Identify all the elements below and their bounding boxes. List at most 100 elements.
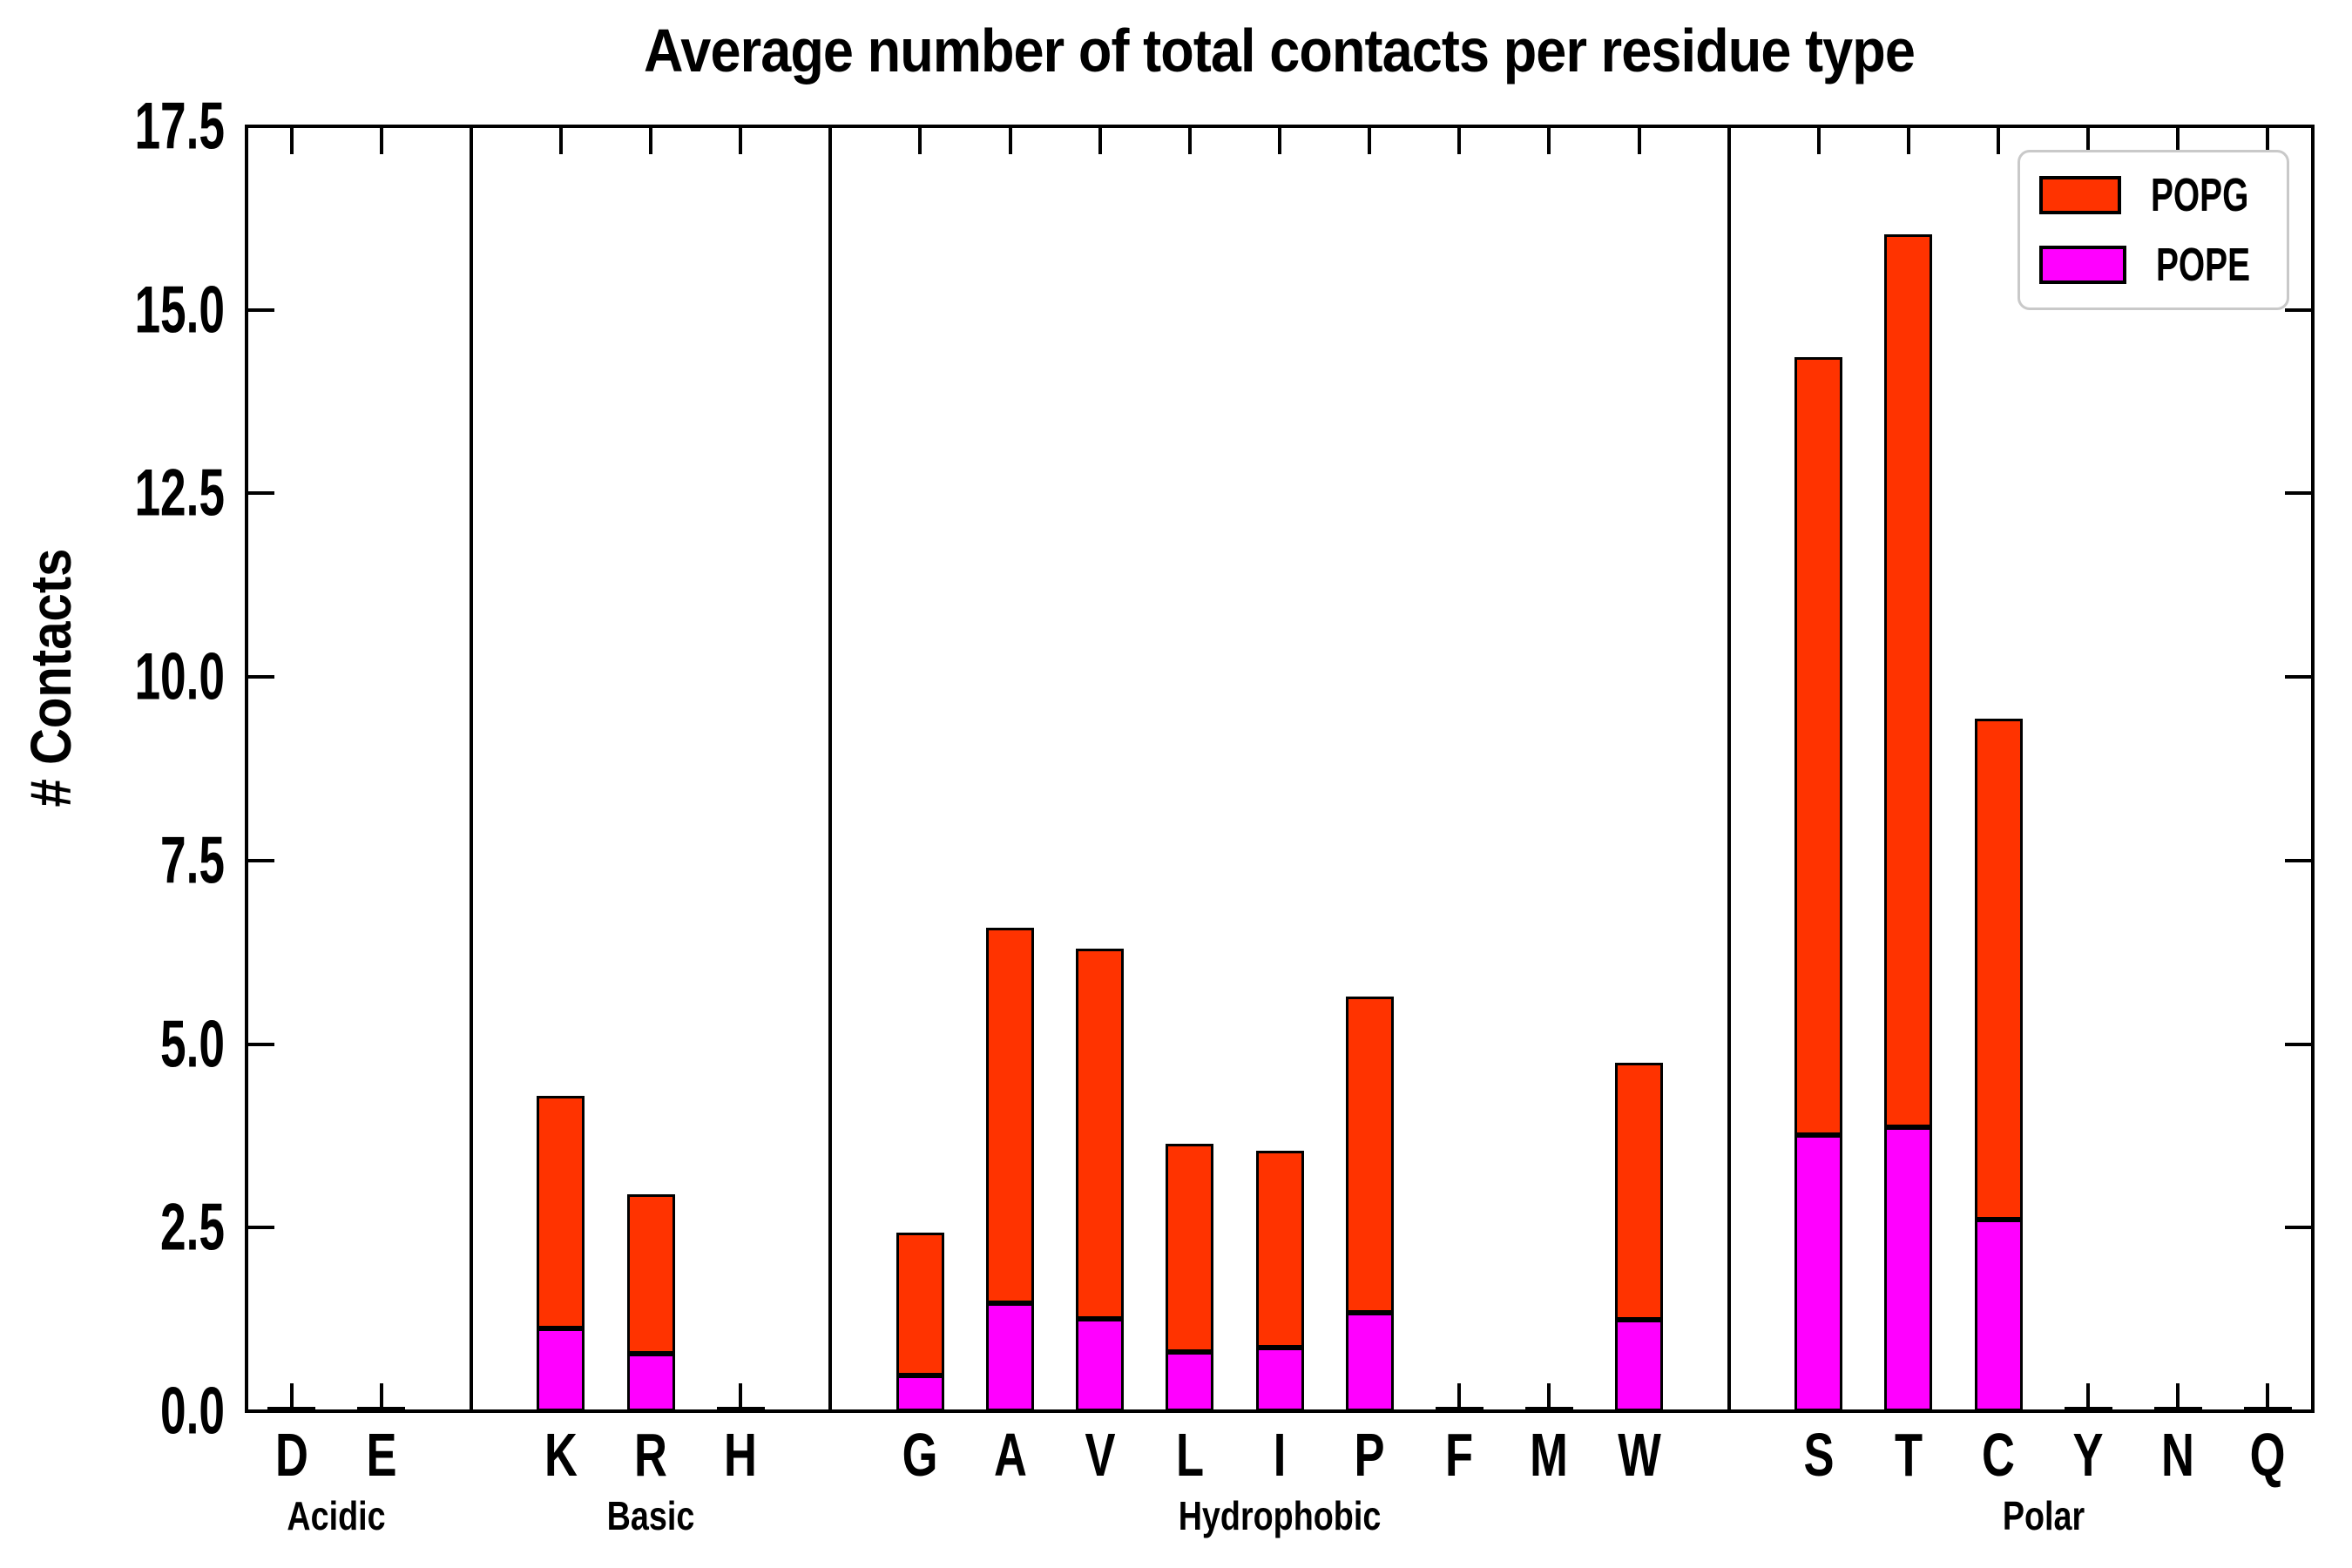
y-tick-mark bbox=[2285, 1226, 2313, 1230]
x-tick-mark bbox=[1547, 126, 1551, 154]
x-tick-mark bbox=[1906, 126, 1910, 154]
group-label-hydrophobic: Hydrophobic bbox=[1178, 1493, 1382, 1538]
group-label-basic: Basic bbox=[606, 1493, 695, 1538]
x-tick-mark bbox=[1997, 126, 2001, 154]
bar-segment-popg-k bbox=[537, 1095, 585, 1328]
legend-row-popg: POPG bbox=[2039, 168, 2287, 222]
y-tick-label: 17.5 bbox=[134, 89, 225, 164]
x-tick-mark bbox=[1637, 126, 1641, 154]
x-tick-mark bbox=[2086, 126, 2091, 154]
group-label-acidic: Acidic bbox=[287, 1493, 386, 1538]
x-tick-label-i: I bbox=[1273, 1421, 1287, 1489]
x-tick-label-r: R bbox=[634, 1421, 668, 1489]
x-tick-label-q: Q bbox=[2250, 1421, 2286, 1489]
x-tick-label-p: P bbox=[1354, 1421, 1385, 1489]
bar-segment-pope-a bbox=[986, 1303, 1035, 1411]
x-tick-label-l: L bbox=[1175, 1421, 1204, 1489]
group-separator-line bbox=[828, 126, 833, 1411]
bar-zero-q bbox=[2243, 1407, 2292, 1411]
bar-segment-pope-g bbox=[896, 1375, 944, 1411]
bar-zero-e bbox=[357, 1407, 406, 1411]
y-tick-mark bbox=[247, 1042, 274, 1046]
x-tick-mark bbox=[379, 126, 383, 154]
chart-title: Average number of total contacts per res… bbox=[644, 17, 1916, 84]
x-tick-label-n: N bbox=[2161, 1421, 2195, 1489]
bar-segment-popg-v bbox=[1076, 949, 1125, 1319]
bar-segment-popg-a bbox=[986, 927, 1035, 1304]
bar-zero-h bbox=[716, 1407, 765, 1411]
y-tick-label: 0.0 bbox=[160, 1374, 225, 1449]
x-tick-label-s: S bbox=[1803, 1421, 1835, 1489]
bar-segment-pope-i bbox=[1255, 1347, 1304, 1411]
bar-zero-y bbox=[2064, 1407, 2112, 1411]
x-tick-label-g: G bbox=[902, 1421, 938, 1489]
bar-segment-pope-v bbox=[1076, 1318, 1125, 1411]
x-tick-mark bbox=[1098, 126, 1102, 154]
bar-segment-pope-l bbox=[1166, 1351, 1214, 1411]
bar-zero-m bbox=[1524, 1407, 1573, 1411]
y-tick-mark bbox=[2285, 1042, 2313, 1046]
y-tick-mark bbox=[2285, 491, 2313, 496]
x-tick-mark bbox=[1368, 126, 1372, 154]
bar-segment-popg-g bbox=[896, 1233, 944, 1375]
x-tick-label-v: V bbox=[1085, 1421, 1116, 1489]
x-tick-mark bbox=[2176, 126, 2180, 154]
x-tick-label-h: H bbox=[724, 1421, 758, 1489]
x-tick-mark bbox=[1187, 126, 1192, 154]
x-tick-mark bbox=[2176, 1383, 2180, 1411]
bar-segment-popg-w bbox=[1615, 1063, 1664, 1321]
bar-zero-d bbox=[267, 1407, 316, 1411]
legend-label-pope: POPE bbox=[2155, 239, 2250, 291]
x-tick-label-c: C bbox=[1982, 1421, 2015, 1489]
bar-segment-popg-l bbox=[1166, 1144, 1214, 1352]
x-tick-mark bbox=[1278, 126, 1281, 154]
y-tick-mark bbox=[247, 1226, 274, 1230]
y-tick-mark bbox=[2285, 675, 2313, 679]
x-tick-label-k: K bbox=[544, 1421, 578, 1489]
x-tick-mark bbox=[649, 126, 653, 154]
bar-segment-pope-p bbox=[1345, 1313, 1394, 1411]
x-tick-mark bbox=[2086, 1383, 2091, 1411]
y-tick-label: 12.5 bbox=[134, 456, 225, 531]
x-tick-mark bbox=[1008, 126, 1012, 154]
x-tick-mark bbox=[1816, 126, 1821, 154]
y-tick-mark bbox=[2285, 308, 2313, 312]
x-tick-mark bbox=[379, 1383, 383, 1411]
group-separator-line bbox=[469, 126, 473, 1411]
bar-segment-pope-c bbox=[1974, 1220, 2023, 1411]
y-tick-label: 5.0 bbox=[160, 1007, 225, 1082]
x-tick-mark bbox=[739, 1383, 743, 1411]
bar-segment-popg-c bbox=[1974, 719, 2023, 1220]
y-tick-mark bbox=[247, 858, 274, 862]
y-tick-mark bbox=[2285, 858, 2313, 862]
bar-segment-popg-t bbox=[1884, 233, 1933, 1127]
y-tick-label: 10.0 bbox=[134, 639, 225, 714]
pope-swatch-icon bbox=[2039, 246, 2126, 284]
bar-segment-popg-p bbox=[1345, 996, 1394, 1314]
x-tick-mark bbox=[558, 126, 563, 154]
bar-segment-popg-i bbox=[1255, 1150, 1304, 1348]
y-tick-label: 15.0 bbox=[134, 273, 225, 348]
bar-segment-pope-w bbox=[1615, 1320, 1664, 1411]
x-tick-mark bbox=[289, 126, 294, 154]
x-tick-mark bbox=[2266, 1383, 2270, 1411]
bar-segment-popg-r bbox=[626, 1194, 675, 1355]
x-tick-label-y: Y bbox=[2072, 1421, 2104, 1489]
popg-swatch-icon bbox=[2039, 176, 2121, 214]
x-tick-mark bbox=[1457, 1383, 1462, 1411]
x-tick-label-e: E bbox=[366, 1421, 397, 1489]
group-separator-line bbox=[1727, 126, 1731, 1411]
bar-zero-n bbox=[2153, 1407, 2202, 1411]
bar-zero-f bbox=[1435, 1407, 1484, 1411]
x-tick-label-m: M bbox=[1530, 1421, 1569, 1489]
x-tick-label-d: D bbox=[274, 1421, 308, 1489]
bar-segment-popg-s bbox=[1794, 356, 1843, 1136]
x-tick-label-a: A bbox=[993, 1421, 1027, 1489]
x-tick-mark bbox=[739, 126, 743, 154]
y-tick-mark bbox=[247, 675, 274, 679]
legend-label-popg: POPG bbox=[2150, 169, 2249, 221]
y-tick-mark bbox=[247, 491, 274, 496]
bar-segment-pope-r bbox=[626, 1354, 675, 1411]
